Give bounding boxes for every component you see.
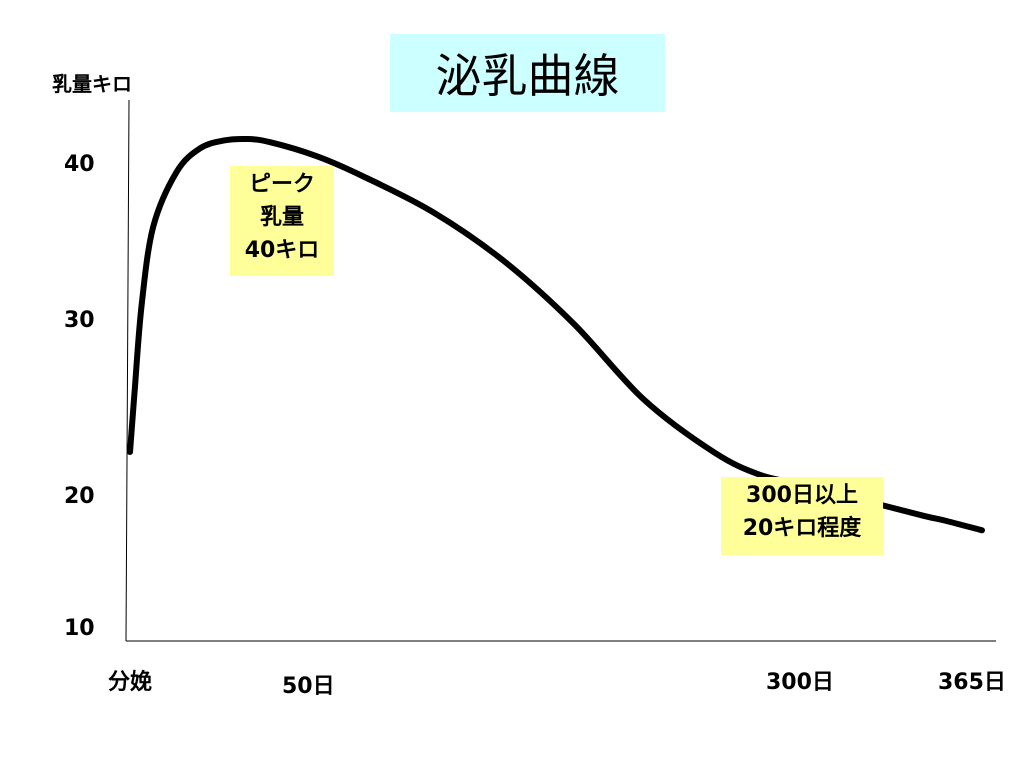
annotation-line: 乳量	[259, 205, 304, 230]
annotation-line: 40キロ	[244, 238, 320, 263]
annotation-line: ピーク	[248, 172, 315, 197]
y-tick-label: 10	[64, 616, 95, 641]
y-tick-label: 20	[64, 484, 95, 509]
chart-title: 泌乳曲線	[390, 34, 665, 112]
peak-annotation: ピーク 乳量 40キロ	[230, 166, 334, 276]
y-axis-label: 乳量キロ	[52, 72, 132, 96]
annotation-line: 20キロ程度	[742, 516, 862, 541]
x-tick-label: 365日	[938, 670, 1006, 695]
annotation-line: 300日以上	[746, 483, 858, 508]
y-axis-line	[125, 99, 130, 642]
x-tick-label: 300日	[766, 670, 834, 695]
x-tick-label: 50日	[282, 674, 335, 699]
x-tick-label: 分娩	[108, 670, 153, 695]
y-tick-label: 30	[64, 308, 95, 333]
late-lactation-annotation: 300日以上 20キロ程度	[721, 477, 883, 555]
y-tick-label: 40	[64, 152, 95, 177]
